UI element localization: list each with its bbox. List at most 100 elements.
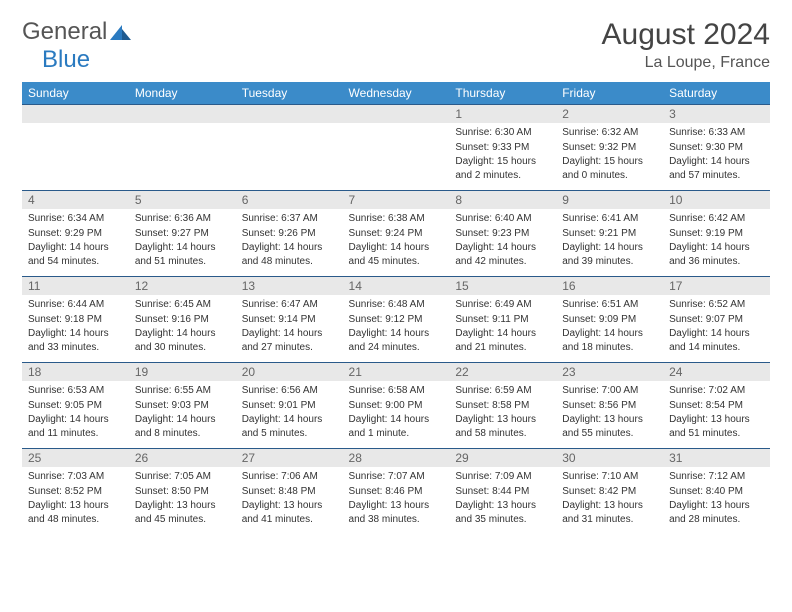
daylight-line: Daylight: 13 hours and 28 minutes. [669,499,764,526]
sunrise-line: Sunrise: 6:33 AM [669,126,764,140]
sunset-line: Sunset: 9:14 PM [242,313,337,327]
daylight-line: Daylight: 14 hours and 5 minutes. [242,413,337,440]
calendar-table: SundayMondayTuesdayWednesdayThursdayFrid… [22,82,770,535]
day-number: 6 [236,191,343,209]
sunrise-line: Sunrise: 6:53 AM [28,384,123,398]
sunset-line: Sunset: 9:21 PM [562,227,657,241]
daylight-line: Daylight: 14 hours and 42 minutes. [455,241,550,268]
sunrise-line: Sunrise: 6:30 AM [455,126,550,140]
day-details: Sunrise: 6:55 AMSunset: 9:03 PMDaylight:… [129,381,236,443]
daylight-line: Daylight: 15 hours and 2 minutes. [455,155,550,182]
day-details: Sunrise: 6:45 AMSunset: 9:16 PMDaylight:… [129,295,236,357]
day-details: Sunrise: 6:56 AMSunset: 9:01 PMDaylight:… [236,381,343,443]
daylight-line: Daylight: 14 hours and 8 minutes. [135,413,230,440]
daylight-line: Daylight: 14 hours and 51 minutes. [135,241,230,268]
sunrise-line: Sunrise: 6:38 AM [349,212,444,226]
sunset-line: Sunset: 9:27 PM [135,227,230,241]
day-number: 19 [129,363,236,381]
day-number: 11 [22,277,129,295]
sunset-line: Sunset: 8:52 PM [28,485,123,499]
daylight-line: Daylight: 14 hours and 21 minutes. [455,327,550,354]
calendar-cell: 27Sunrise: 7:06 AMSunset: 8:48 PMDayligh… [236,449,343,535]
day-number: 5 [129,191,236,209]
daylight-line: Daylight: 13 hours and 55 minutes. [562,413,657,440]
sunrise-line: Sunrise: 7:10 AM [562,470,657,484]
day-number-empty [129,105,236,123]
sunset-line: Sunset: 9:23 PM [455,227,550,241]
sunset-line: Sunset: 8:56 PM [562,399,657,413]
sunset-line: Sunset: 8:40 PM [669,485,764,499]
day-number: 15 [449,277,556,295]
daylight-line: Daylight: 13 hours and 35 minutes. [455,499,550,526]
calendar-cell: 25Sunrise: 7:03 AMSunset: 8:52 PMDayligh… [22,449,129,535]
calendar-row: 4Sunrise: 6:34 AMSunset: 9:29 PMDaylight… [22,191,770,277]
sunset-line: Sunset: 8:48 PM [242,485,337,499]
daylight-line: Daylight: 14 hours and 18 minutes. [562,327,657,354]
sunset-line: Sunset: 8:46 PM [349,485,444,499]
calendar-cell: 8Sunrise: 6:40 AMSunset: 9:23 PMDaylight… [449,191,556,277]
daylight-line: Daylight: 13 hours and 31 minutes. [562,499,657,526]
calendar-cell: 9Sunrise: 6:41 AMSunset: 9:21 PMDaylight… [556,191,663,277]
daylight-line: Daylight: 14 hours and 39 minutes. [562,241,657,268]
daylight-line: Daylight: 13 hours and 48 minutes. [28,499,123,526]
calendar-cell: 21Sunrise: 6:58 AMSunset: 9:00 PMDayligh… [343,363,450,449]
day-details: Sunrise: 7:00 AMSunset: 8:56 PMDaylight:… [556,381,663,443]
calendar-cell: 13Sunrise: 6:47 AMSunset: 9:14 PMDayligh… [236,277,343,363]
day-number: 22 [449,363,556,381]
sunrise-line: Sunrise: 6:49 AM [455,298,550,312]
sunrise-line: Sunrise: 6:48 AM [349,298,444,312]
calendar-cell [236,105,343,191]
month-title: August 2024 [602,18,770,52]
day-number: 18 [22,363,129,381]
calendar-cell: 12Sunrise: 6:45 AMSunset: 9:16 PMDayligh… [129,277,236,363]
sunrise-line: Sunrise: 6:51 AM [562,298,657,312]
sunrise-line: Sunrise: 6:41 AM [562,212,657,226]
day-number: 20 [236,363,343,381]
sunset-line: Sunset: 9:12 PM [349,313,444,327]
sunset-line: Sunset: 8:42 PM [562,485,657,499]
sunset-line: Sunset: 9:19 PM [669,227,764,241]
day-details: Sunrise: 6:36 AMSunset: 9:27 PMDaylight:… [129,209,236,271]
day-number: 24 [663,363,770,381]
day-details: Sunrise: 6:30 AMSunset: 9:33 PMDaylight:… [449,123,556,185]
day-number: 16 [556,277,663,295]
calendar-row: 1Sunrise: 6:30 AMSunset: 9:33 PMDaylight… [22,105,770,191]
day-number: 10 [663,191,770,209]
daylight-line: Daylight: 14 hours and 27 minutes. [242,327,337,354]
calendar-cell: 14Sunrise: 6:48 AMSunset: 9:12 PMDayligh… [343,277,450,363]
sunset-line: Sunset: 9:07 PM [669,313,764,327]
day-details: Sunrise: 6:32 AMSunset: 9:32 PMDaylight:… [556,123,663,185]
calendar-cell: 15Sunrise: 6:49 AMSunset: 9:11 PMDayligh… [449,277,556,363]
calendar-cell: 28Sunrise: 7:07 AMSunset: 8:46 PMDayligh… [343,449,450,535]
day-details: Sunrise: 7:09 AMSunset: 8:44 PMDaylight:… [449,467,556,529]
calendar-cell: 23Sunrise: 7:00 AMSunset: 8:56 PMDayligh… [556,363,663,449]
weekday-header: Monday [129,82,236,105]
sunrise-line: Sunrise: 7:00 AM [562,384,657,398]
day-number: 3 [663,105,770,123]
sunrise-line: Sunrise: 6:52 AM [669,298,764,312]
sunset-line: Sunset: 9:18 PM [28,313,123,327]
calendar-cell: 6Sunrise: 6:37 AMSunset: 9:26 PMDaylight… [236,191,343,277]
day-number: 12 [129,277,236,295]
daylight-line: Daylight: 13 hours and 51 minutes. [669,413,764,440]
daylight-line: Daylight: 14 hours and 45 minutes. [349,241,444,268]
calendar-cell: 11Sunrise: 6:44 AMSunset: 9:18 PMDayligh… [22,277,129,363]
calendar-cell: 10Sunrise: 6:42 AMSunset: 9:19 PMDayligh… [663,191,770,277]
calendar-cell: 19Sunrise: 6:55 AMSunset: 9:03 PMDayligh… [129,363,236,449]
sunrise-line: Sunrise: 7:06 AM [242,470,337,484]
day-number-empty [236,105,343,123]
calendar-cell: 5Sunrise: 6:36 AMSunset: 9:27 PMDaylight… [129,191,236,277]
daylight-line: Daylight: 14 hours and 54 minutes. [28,241,123,268]
location: La Loupe, France [602,54,770,72]
calendar-cell: 3Sunrise: 6:33 AMSunset: 9:30 PMDaylight… [663,105,770,191]
sunset-line: Sunset: 9:00 PM [349,399,444,413]
calendar-head: SundayMondayTuesdayWednesdayThursdayFrid… [22,82,770,105]
day-details: Sunrise: 6:42 AMSunset: 9:19 PMDaylight:… [663,209,770,271]
calendar-cell: 17Sunrise: 6:52 AMSunset: 9:07 PMDayligh… [663,277,770,363]
day-details: Sunrise: 6:51 AMSunset: 9:09 PMDaylight:… [556,295,663,357]
sunset-line: Sunset: 8:54 PM [669,399,764,413]
calendar-cell: 4Sunrise: 6:34 AMSunset: 9:29 PMDaylight… [22,191,129,277]
day-details: Sunrise: 6:48 AMSunset: 9:12 PMDaylight:… [343,295,450,357]
day-number-empty [22,105,129,123]
sunrise-line: Sunrise: 6:58 AM [349,384,444,398]
